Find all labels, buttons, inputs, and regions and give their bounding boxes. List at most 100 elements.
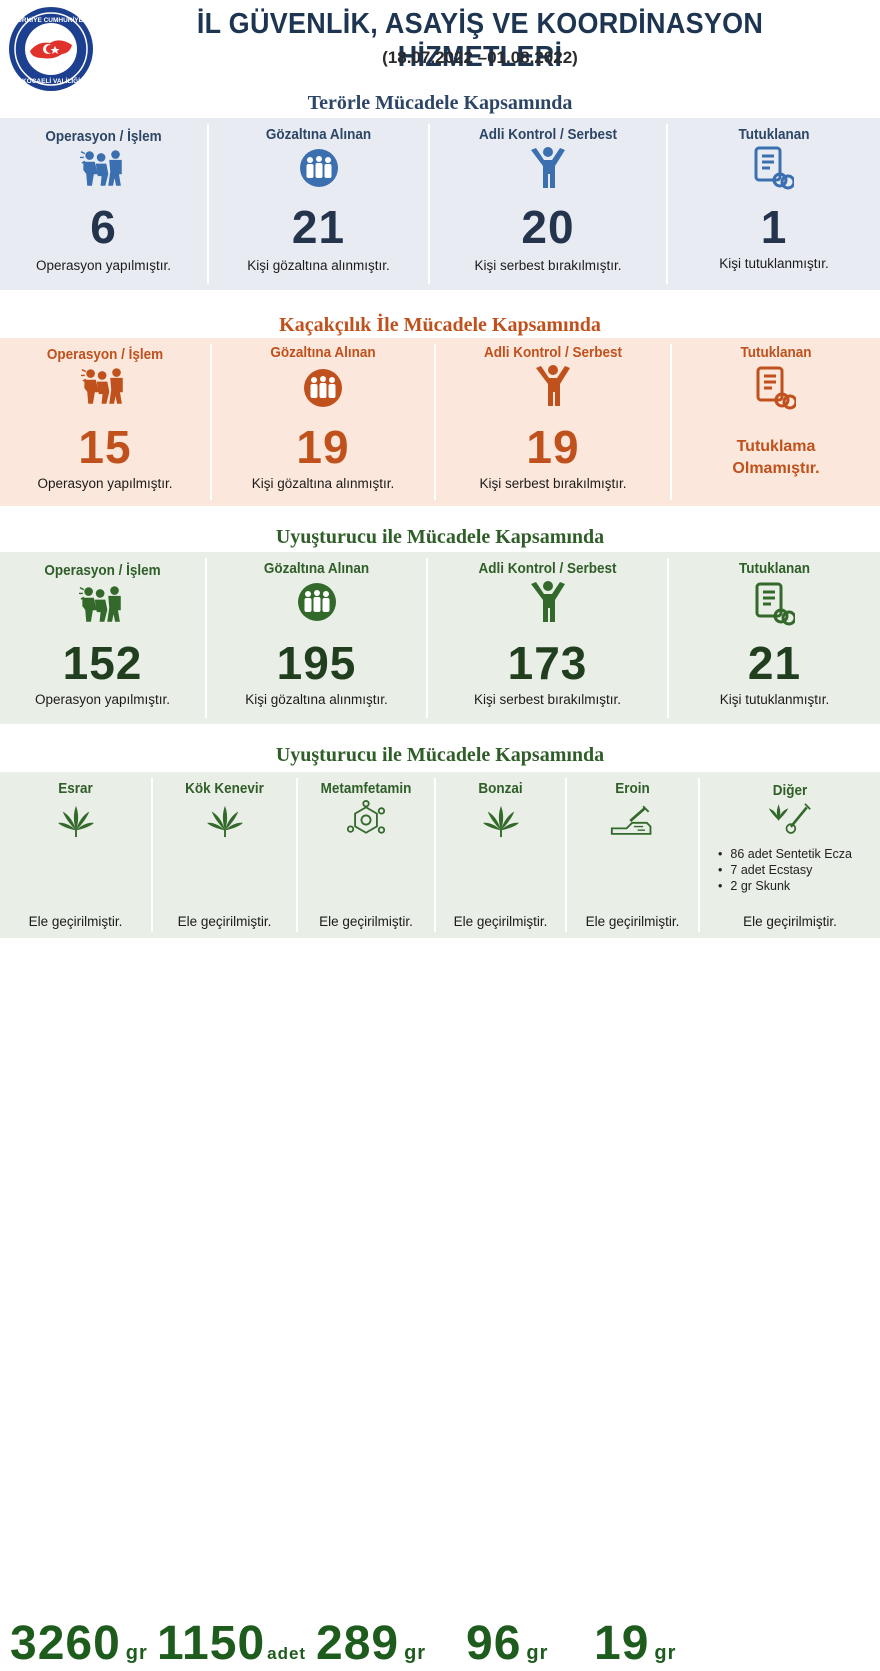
- card-label: Tutuklanan: [738, 560, 810, 577]
- seizures-section-title: Uyuşturucu ile Mücadele Kapsamında: [275, 744, 605, 766]
- card-value: 195: [276, 637, 357, 689]
- card-desc: Ele geçirilmiştir.: [177, 914, 272, 929]
- card-value: 21: [291, 201, 346, 253]
- card-label: Adli Kontrol / Serbest: [478, 560, 617, 577]
- card-value: 21: [747, 637, 802, 689]
- card-desc: Kişi tutuklanmıştır.: [719, 692, 830, 707]
- card-value: 15: [78, 421, 132, 473]
- card-desc: Kişi serbest bırakılmıştır.: [479, 476, 627, 491]
- card-desc: Operasyon yapılmıştır.: [37, 476, 173, 491]
- card-desc: Kişi gözaltına alınmıştır.: [247, 258, 390, 273]
- arrest-document-icon: [754, 146, 794, 190]
- card-label: Adli Kontrol / Serbest: [483, 344, 623, 361]
- arrest-document-icon: [756, 366, 796, 410]
- drugs-panel: Operasyon / İşlem 152 Operasyon yapılmış…: [0, 552, 880, 724]
- released-person-icon: [528, 146, 568, 190]
- operation-icon: [81, 366, 129, 406]
- card-desc: Ele geçirilmiştir.: [453, 914, 548, 929]
- detained-icon: [303, 368, 343, 408]
- detained-icon: [299, 148, 339, 188]
- amount-value: 1150: [157, 1617, 266, 1670]
- released-person-icon: [528, 580, 568, 624]
- arrest-document-icon: [755, 582, 795, 626]
- seizure-esrar-card: Esrar Ele geçirilmiştir.: [0, 772, 151, 938]
- drugs-detained-card: Gözaltına Alınan 195 Kişi gözaltına alın…: [207, 552, 426, 724]
- amount-unit: gr: [526, 1642, 549, 1664]
- list-item: 7 adet Ecstasy: [718, 862, 852, 878]
- card-label: Metamfetamin: [320, 780, 412, 797]
- operation-icon: [79, 584, 127, 624]
- card-value: 20: [521, 201, 575, 253]
- cannabis-leaf-icon: [57, 804, 95, 838]
- terror-released-card: Adli Kontrol / Serbest 20 Kişi serbest b…: [430, 118, 666, 290]
- card-label: Esrar: [58, 780, 93, 797]
- card-label: Kök Kenevir: [185, 780, 264, 797]
- card-desc: Ele geçirilmiştir.: [319, 914, 413, 929]
- card-value: 19: [296, 421, 350, 473]
- card-value: 173: [507, 637, 588, 689]
- smuggling-section-title: Kaçakçılık İle Mücadele Kapsamında: [279, 314, 601, 336]
- other-seizures-list: 86 adet Sentetik Ecza 7 adet Ecstasy 2 g…: [718, 846, 852, 894]
- card-label: Operasyon / İşlem: [46, 346, 164, 363]
- card-value: 152: [62, 637, 143, 689]
- card-label: Gözaltına Alınan: [270, 344, 376, 361]
- seizure-bonzai-card: Bonzai Ele geçirilmiştir.: [436, 772, 565, 938]
- card-desc: Kişi serbest bırakılmıştır.: [474, 258, 622, 273]
- card-desc: Kişi gözaltına alınmıştır.: [251, 476, 395, 491]
- amount-value: 289: [316, 1617, 400, 1670]
- card-label: Diğer: [772, 782, 808, 799]
- seizure-kok-kenevir-amount: 1150 adet: [157, 1616, 306, 1671]
- card-label: Operasyon / İşlem: [44, 562, 161, 579]
- card-desc: Ele geçirilmiştir.: [743, 914, 837, 929]
- amount-unit: gr: [404, 1642, 427, 1664]
- seizure-bonzai-amount: 96 gr: [466, 1616, 548, 1671]
- drugs-operation-card: Operasyon / İşlem 152 Operasyon yapılmış…: [0, 552, 205, 724]
- syringe-hand-icon: [610, 804, 656, 838]
- drugs-section-title: Uyuşturucu ile Mücadele Kapsamında: [275, 526, 605, 548]
- list-item: 2 gr Skunk: [718, 878, 852, 894]
- smuggling-operation-card: Operasyon / İşlem 15 Operasyon yapılmışt…: [0, 338, 210, 506]
- card-desc: Kişi serbest bırakılmıştır.: [473, 692, 622, 707]
- operation-icon: [80, 148, 128, 188]
- card-label: Adli Kontrol / Serbest: [478, 126, 618, 143]
- no-arrest-line2: Olmamıştır.: [732, 460, 820, 477]
- smuggling-panel: Operasyon / İşlem 15 Operasyon yapılmışt…: [0, 338, 880, 506]
- terror-panel: Operasyon / İşlem 6 Operasyon yapılmıştı…: [0, 118, 880, 290]
- card-label: Gözaltına Alınan: [263, 560, 370, 577]
- amount-unit: gr: [125, 1642, 148, 1664]
- amount-value: 19: [594, 1617, 650, 1670]
- seizure-kok-kenevir-card: Kök Kenevir Ele geçirilmiştir.: [153, 772, 296, 938]
- released-person-icon: [533, 364, 573, 408]
- card-label: Tutuklanan: [738, 126, 810, 143]
- card-label: Operasyon / İşlem: [45, 128, 162, 145]
- amount-unit: adet: [267, 1644, 307, 1663]
- amount-value: 96: [466, 1617, 522, 1670]
- logo-top-text: TÜRKİYE CUMHURİYETİ: [13, 15, 89, 24]
- card-desc: Operasyon yapılmıştır.: [34, 692, 171, 707]
- terror-detained-card: Gözaltına Alınan 21 Kişi gözaltına alınm…: [209, 118, 428, 290]
- seizure-esrar-amount: 3260 gr: [10, 1616, 148, 1671]
- seizure-metamfetamin-amount: 289 gr: [316, 1616, 426, 1671]
- card-desc: Ele geçirilmiştir.: [28, 914, 123, 929]
- header: TÜRKİYE CUMHURİYETİ KOCAELİ VALİLİĞİ İL …: [0, 0, 880, 91]
- card-desc: Kişi gözaltına alınmıştır.: [245, 692, 388, 707]
- molecule-icon: [346, 800, 386, 840]
- cannabis-leaf-icon: [206, 804, 244, 838]
- seizure-eroin-amount: 19 gr: [594, 1616, 676, 1671]
- cannabis-leaf-icon: [482, 804, 520, 838]
- page-title: İL GÜVENLİK, ASAYİŞ VE KOORDİNASYON HİZM…: [196, 8, 764, 73]
- seizure-eroin-card: Eroin Ele geçirilmiştir.: [567, 772, 698, 938]
- detained-icon: [297, 582, 337, 622]
- seizure-diger-card: Diğer Ele geçirilmiştir.: [700, 772, 880, 938]
- logo-bottom-text: KOCAELİ VALİLİĞİ: [22, 76, 80, 85]
- no-arrest-line1: Tutuklama: [736, 438, 816, 455]
- smuggling-detained-card: Gözaltına Alınan 19 Kişi gözaltına alınm…: [212, 338, 434, 506]
- card-desc: Operasyon yapılmıştır.: [35, 258, 172, 273]
- card-value: 6: [90, 201, 117, 253]
- card-label: Eroin: [615, 780, 650, 797]
- drugs-syringe-icon: [768, 802, 812, 834]
- card-desc: Ele geçirilmiştir.: [585, 914, 680, 929]
- card-desc: Kişi tutuklanmıştır.: [719, 256, 829, 271]
- card-value: 19: [526, 421, 580, 473]
- terror-arrested-card: Tutuklanan 1 Kişi tutuklanmıştır.: [668, 118, 880, 290]
